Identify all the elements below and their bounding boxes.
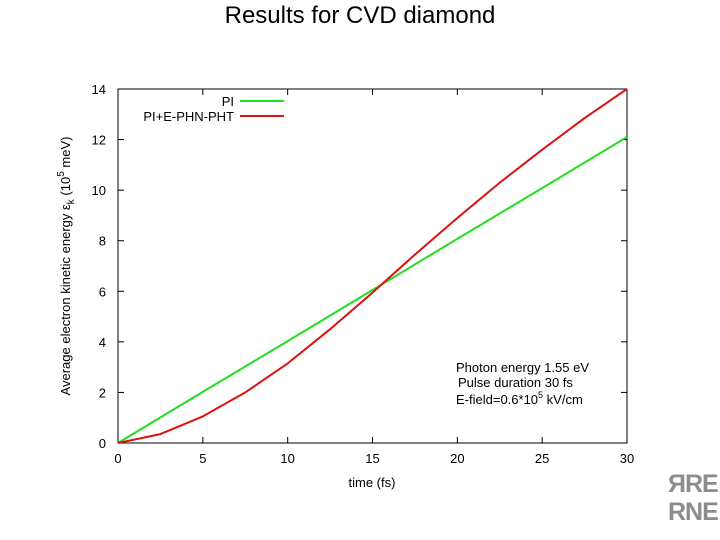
annotation-e-field-sup: 5 bbox=[538, 390, 543, 400]
x-tick-label: 30 bbox=[620, 451, 634, 466]
series-line-pi bbox=[117, 136, 628, 444]
y-axis-label-sub: k bbox=[66, 198, 77, 204]
series-layer bbox=[117, 88, 628, 444]
y-tick-label: 6 bbox=[99, 284, 106, 299]
y-tick-label: 8 bbox=[99, 234, 106, 249]
series-line-pi-e-phn-pht bbox=[117, 88, 628, 444]
annotation-e-field: E-field=0.6*105 kV/cm bbox=[456, 390, 583, 407]
annotation: Photon energy 1.55 eV Pulse duration 30 … bbox=[456, 360, 589, 407]
legend-label-pi-e-phn-pht: PI+E-PHN-PHT bbox=[143, 109, 234, 124]
annotation-e-field-pre: E-field=0.6*10 bbox=[456, 392, 538, 407]
x-tick-label: 20 bbox=[450, 451, 464, 466]
logo-line-1: ЯRE bbox=[668, 470, 719, 498]
logo-line-2: RNE bbox=[668, 498, 719, 526]
y-axis-label-main: Average electron kinetic energy ε bbox=[58, 204, 73, 395]
y-tick-label: 4 bbox=[99, 335, 106, 350]
x-tick-label: 25 bbox=[535, 451, 549, 466]
annotation-e-field-post: kV/cm bbox=[543, 392, 583, 407]
y-tick-label: 10 bbox=[92, 183, 106, 198]
x-tick-label: 10 bbox=[280, 451, 294, 466]
x-tick-label: 15 bbox=[365, 451, 379, 466]
y-tick-label: 2 bbox=[99, 385, 106, 400]
y-axis-label-unit-pre: (10 bbox=[58, 177, 73, 199]
y-tick-label: 14 bbox=[92, 82, 106, 97]
y-axis-ticks: 0 2 4 6 8 10 12 14 bbox=[92, 82, 627, 451]
x-axis-label: time (fs) bbox=[349, 475, 396, 490]
y-axis-label-unit-sup: 5 bbox=[56, 171, 67, 177]
annotation-pulse-duration: Pulse duration 30 fs bbox=[458, 375, 573, 390]
x-tick-label: 5 bbox=[199, 451, 206, 466]
y-tick-label: 0 bbox=[99, 436, 106, 451]
legend: PI PI+E-PHN-PHT bbox=[143, 94, 284, 124]
x-axis-ticks: 0 5 10 15 20 25 30 bbox=[114, 89, 634, 466]
annotation-photon-energy: Photon energy 1.55 eV bbox=[456, 360, 589, 375]
slide-title: Results for CVD diamond bbox=[224, 2, 496, 29]
y-tick-label: 12 bbox=[92, 133, 106, 148]
institution-logo: ЯRE RNE bbox=[668, 470, 720, 530]
legend-label-pi: PI bbox=[222, 94, 234, 109]
y-axis-label-unit-post: meV) bbox=[58, 137, 73, 172]
x-tick-label: 0 bbox=[114, 451, 121, 466]
y-axis-label: Average electron kinetic energy εk (105 … bbox=[56, 137, 77, 396]
